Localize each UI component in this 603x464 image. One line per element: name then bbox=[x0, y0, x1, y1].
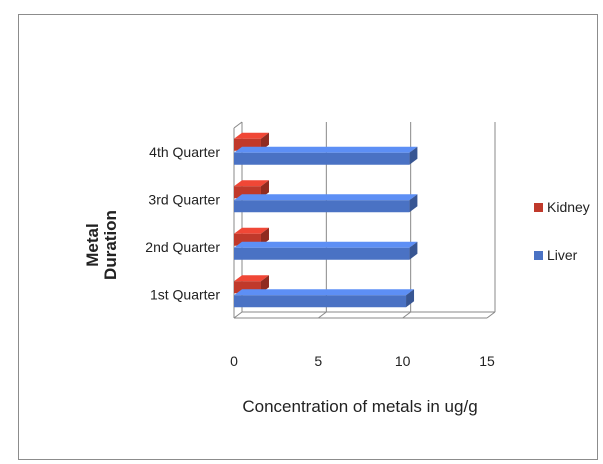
x-axis-title: Concentration of metals in ug/g bbox=[242, 397, 477, 416]
x-tick-label: 10 bbox=[395, 353, 411, 369]
wall-top-line bbox=[233, 121, 243, 129]
x-tick-label: 5 bbox=[314, 353, 322, 369]
legend-label: Liver bbox=[547, 247, 578, 263]
legend-item-kidney: Kidney bbox=[534, 199, 590, 215]
y-tick-label: 1st Quarter bbox=[150, 286, 220, 302]
y-tick-label: 4th Quarter bbox=[149, 144, 220, 160]
legend-swatch bbox=[534, 251, 543, 260]
bar-liver bbox=[234, 194, 418, 213]
tick-labels: 0 5 10 15 bbox=[230, 353, 495, 369]
y-axis-title-line-1: Metal bbox=[83, 223, 102, 266]
x-tick-label: 15 bbox=[479, 353, 495, 369]
legend-item-liver: Liver bbox=[534, 247, 578, 263]
floor-line bbox=[233, 311, 243, 319]
bar-liver bbox=[234, 241, 418, 260]
legend-swatch bbox=[534, 203, 543, 212]
floor-line bbox=[318, 311, 327, 319]
bar-liver bbox=[234, 289, 415, 308]
y-tick-label: 3rd Quarter bbox=[148, 191, 220, 207]
legend: Kidney Liver bbox=[534, 199, 590, 263]
bars bbox=[234, 132, 418, 308]
x-tick-label: 0 bbox=[230, 353, 238, 369]
legend-label: Kidney bbox=[547, 199, 590, 215]
category-labels: 1st Quarter 2nd Quarter 3rd Quarter 4th Qua… bbox=[145, 144, 220, 303]
floor-line bbox=[486, 311, 496, 319]
y-axis-title-line-2: Duration bbox=[101, 210, 120, 280]
chart-frame bbox=[18, 14, 598, 460]
floor-line bbox=[402, 311, 411, 319]
bar-liver bbox=[234, 146, 418, 165]
y-tick-label: 2nd Quarter bbox=[145, 239, 220, 255]
y-axis-title: Metal Duration bbox=[83, 210, 120, 280]
